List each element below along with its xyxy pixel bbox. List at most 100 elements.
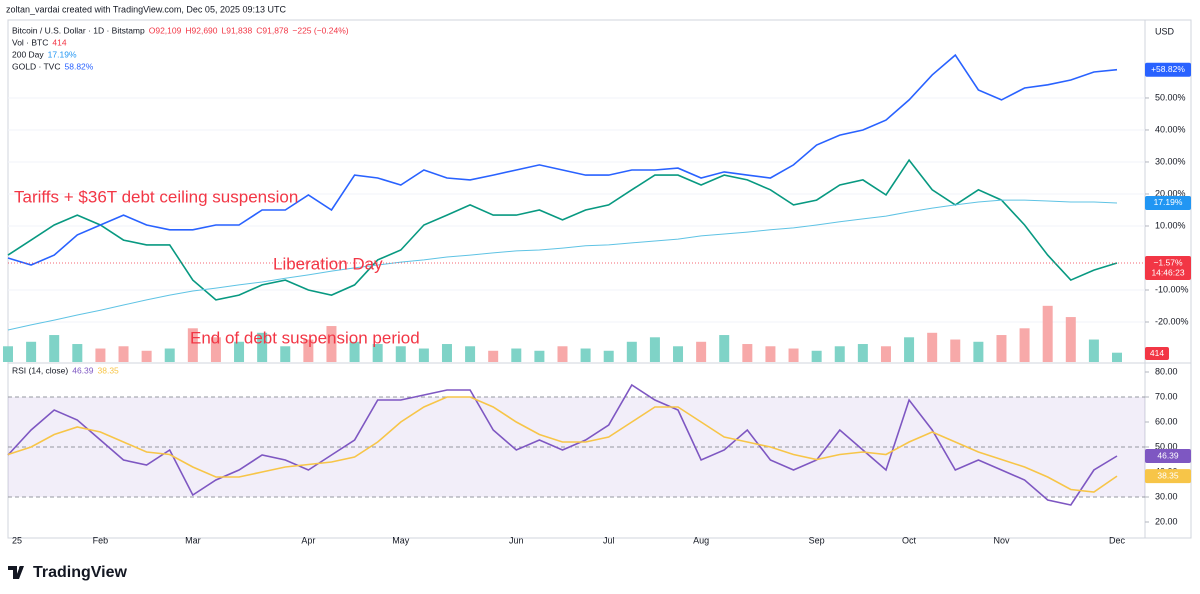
volume-bar bbox=[118, 346, 129, 362]
volume-bar bbox=[649, 337, 660, 362]
volume-bar bbox=[187, 328, 198, 362]
currency: USD bbox=[1155, 26, 1175, 36]
volume-bar bbox=[742, 344, 753, 362]
volume-bar bbox=[511, 348, 522, 362]
volume-bar bbox=[372, 344, 383, 362]
x-tick-label: Feb bbox=[93, 535, 109, 545]
legend-value: 58.82% bbox=[65, 61, 94, 71]
legend-value: 38.35 bbox=[98, 365, 120, 375]
logo-dot bbox=[19, 566, 23, 570]
btc-tag: −1.57% bbox=[1153, 257, 1183, 267]
y-tick-label: -20.00% bbox=[1155, 316, 1189, 326]
volume-bar bbox=[280, 346, 291, 362]
volume-bar bbox=[927, 332, 938, 362]
volume-bar bbox=[465, 346, 476, 362]
volume-bar bbox=[788, 348, 799, 362]
x-tick-label: 25 bbox=[12, 535, 22, 545]
annotation: Tariffs + $36T debt ceiling suspension bbox=[14, 187, 298, 206]
x-tick-label: Sep bbox=[809, 535, 825, 545]
legend-ohlc: C91,878 bbox=[256, 25, 288, 35]
btc-countdown: 14:46:23 bbox=[1151, 267, 1184, 277]
volume-bar bbox=[1088, 339, 1099, 362]
gold-tag-bg bbox=[1145, 62, 1191, 77]
volume-bar bbox=[95, 348, 106, 362]
x-tick-label: Oct bbox=[902, 535, 917, 545]
volume-bar bbox=[696, 341, 707, 362]
credit: zoltan_vardai created with TradingView.c… bbox=[6, 4, 286, 14]
legend-ohlc: L91,838 bbox=[222, 25, 253, 35]
x-tick-label: Apr bbox=[301, 535, 315, 545]
btc-tag-bg bbox=[1145, 256, 1191, 281]
volume-bar bbox=[418, 348, 429, 362]
volume-bar bbox=[950, 339, 961, 362]
x-tick-label: Aug bbox=[693, 535, 709, 545]
brand[interactable]: TradingView bbox=[33, 564, 128, 581]
volume-bar bbox=[257, 332, 268, 362]
rsi-ma-tag: 38.35 bbox=[1157, 470, 1179, 480]
y-tick-label: 50.00% bbox=[1155, 92, 1186, 102]
x-tick-label: Jun bbox=[509, 535, 524, 545]
volume-bar bbox=[349, 341, 360, 362]
volume-bar bbox=[626, 341, 637, 362]
volume-bar bbox=[441, 344, 452, 362]
rsi-tag-bg bbox=[1145, 449, 1191, 464]
gold-tag: +58.82% bbox=[1151, 64, 1185, 74]
volume-bar bbox=[880, 346, 891, 362]
volume-bar bbox=[210, 337, 221, 362]
rsi-tag: 46.39 bbox=[1157, 450, 1179, 460]
x-tick-label: Jul bbox=[603, 535, 615, 545]
y-tick-label: 10.00% bbox=[1155, 220, 1186, 230]
volume-bar bbox=[857, 344, 868, 362]
ma-tag-bg bbox=[1145, 195, 1191, 210]
line-series bbox=[7, 383, 1118, 506]
volume-bar bbox=[719, 335, 730, 362]
volume-bar bbox=[811, 350, 822, 362]
y-tick-label: 70.00 bbox=[1155, 391, 1178, 401]
legend-value: 17.19% bbox=[48, 49, 77, 59]
y-tick-label: 30.00 bbox=[1155, 491, 1178, 501]
volume-bar bbox=[673, 346, 684, 362]
x-tick-label: Mar bbox=[185, 535, 201, 545]
y-tick-label: 40.00% bbox=[1155, 124, 1186, 134]
volume-bar bbox=[765, 346, 776, 362]
annotation: Liberation Day bbox=[273, 254, 383, 273]
volume-bar bbox=[1065, 317, 1076, 362]
legend-value: 46.39 bbox=[72, 365, 94, 375]
rsi-title: RSI (14, close) bbox=[12, 365, 68, 375]
volume-bar bbox=[141, 350, 152, 362]
volume-bar bbox=[973, 341, 984, 362]
vol-tag: 414 bbox=[1150, 348, 1164, 358]
legend-change: −225 (−0.24%) bbox=[292, 25, 348, 35]
y-tick-label: 20.00% bbox=[1155, 188, 1186, 198]
legend-ohlc: O92,109 bbox=[149, 25, 182, 35]
volume-bar bbox=[1042, 305, 1053, 362]
volume-bar bbox=[303, 339, 314, 362]
volume-bar bbox=[49, 335, 60, 362]
frame bbox=[7, 19, 1192, 539]
volume-bar bbox=[488, 350, 499, 362]
legend-name: GOLD · TVC bbox=[12, 61, 61, 71]
volume-bar bbox=[164, 348, 175, 362]
x-tick-label: Dec bbox=[1109, 535, 1126, 545]
volume-bar bbox=[326, 326, 337, 362]
volume-bar bbox=[557, 346, 568, 362]
y-tick-label: 50.00 bbox=[1155, 441, 1178, 451]
volume-bar bbox=[904, 337, 915, 362]
volume-bar bbox=[996, 335, 1007, 362]
volume-bar bbox=[3, 346, 13, 362]
volume-bar bbox=[1019, 328, 1030, 362]
legend-name: Bitcoin / U.S. Dollar · 1D · Bitstamp bbox=[12, 25, 145, 35]
y-tick-label: 20.00 bbox=[1155, 516, 1178, 526]
annotation: End of debt suspension period bbox=[190, 328, 420, 347]
volume-bar bbox=[395, 346, 406, 362]
volume-bar bbox=[534, 350, 545, 362]
y-tick-label: -10.00% bbox=[1155, 284, 1189, 294]
volume-bar bbox=[603, 350, 614, 362]
legend-value: 414 bbox=[52, 37, 66, 47]
volume-bar bbox=[26, 341, 37, 362]
legend-ohlc: H92,690 bbox=[185, 25, 217, 35]
y-tick-label: 60.00 bbox=[1155, 416, 1178, 426]
vol-tag-bg bbox=[1145, 347, 1169, 360]
volume-bar bbox=[72, 344, 83, 362]
